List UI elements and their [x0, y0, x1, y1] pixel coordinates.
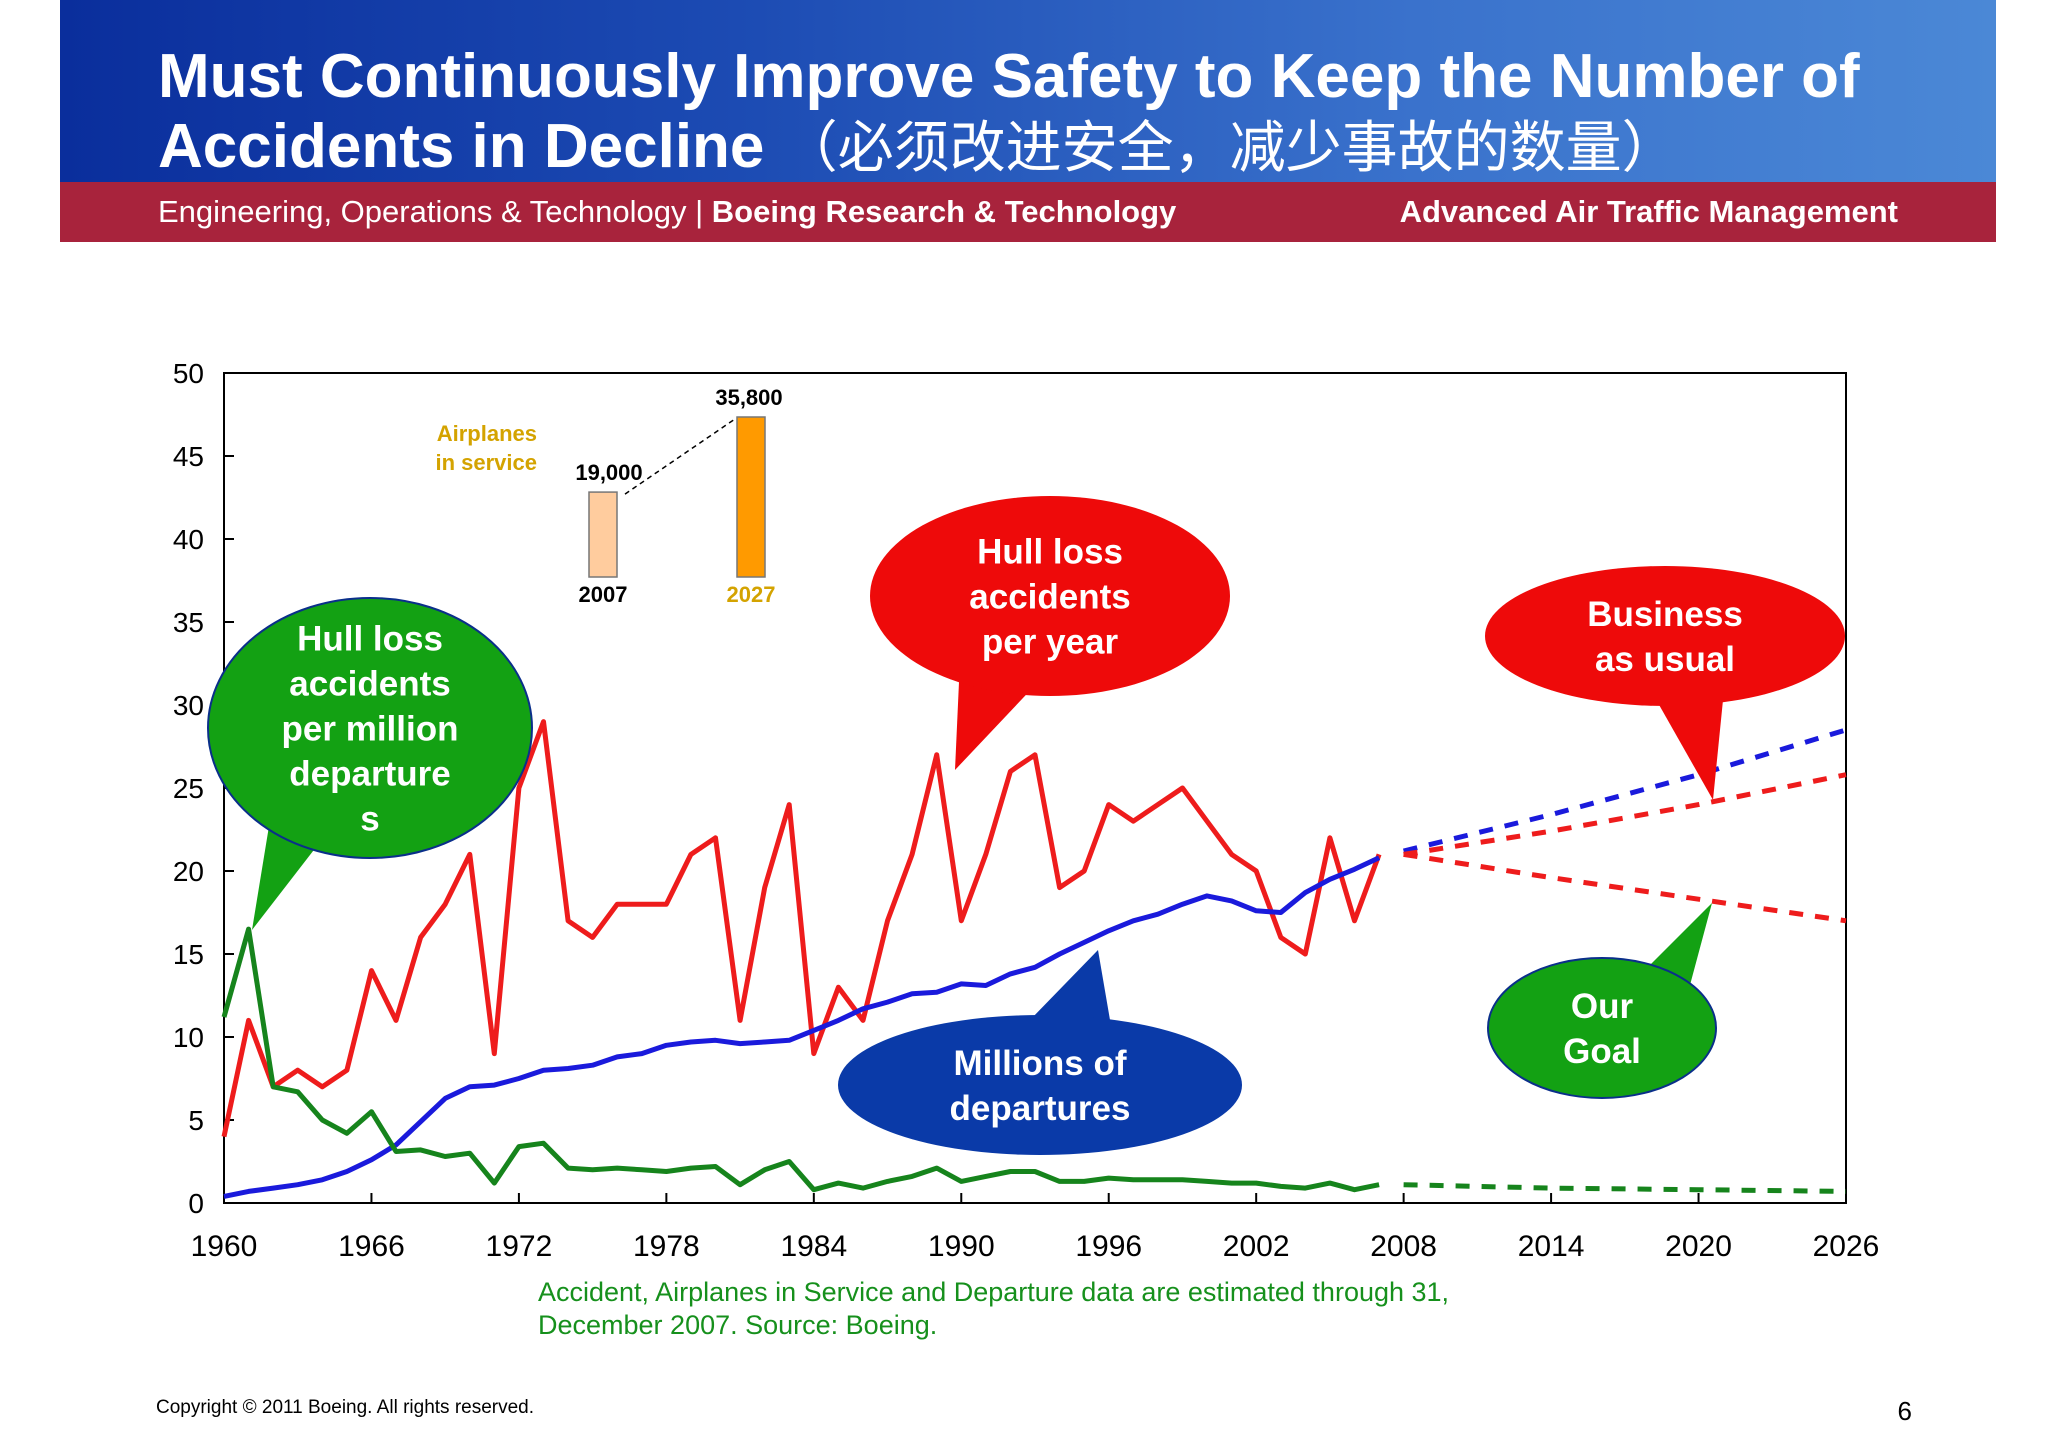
airplanes-year-label: 2027	[727, 582, 776, 607]
callout-text: s	[360, 799, 379, 838]
airplanes-label: in service	[435, 450, 537, 475]
callout-text: per million	[282, 709, 459, 748]
callout-text: accidents	[969, 577, 1130, 616]
callout-text: accidents	[289, 664, 450, 703]
series-line-hull_loss_per_million	[221, 926, 1380, 1193]
callout-tail	[1640, 903, 1712, 985]
y-tick-label: 10	[173, 1022, 204, 1053]
airplanes-bar-2027	[736, 416, 766, 578]
callout-text: departure	[289, 754, 450, 793]
title-chinese: （必须改进安全，减少事故的数量）	[781, 116, 1678, 181]
y-tick-label: 5	[188, 1105, 204, 1136]
callout-departures: Millions of departures	[838, 950, 1242, 1155]
y-tick-label: 50	[173, 358, 204, 389]
x-tick-label: 1978	[633, 1230, 700, 1263]
callout-bubble	[838, 1015, 1242, 1155]
callout-hull_loss_per_year: Hull loss accidents per year	[870, 496, 1230, 770]
x-tick-label: 2026	[1813, 1230, 1880, 1263]
x-tick-label: 1966	[338, 1230, 405, 1263]
callout-text: Hull loss	[977, 532, 1123, 571]
callout-bubble	[1485, 566, 1845, 706]
callout-text: departures	[950, 1089, 1131, 1128]
callout-text: as usual	[1595, 640, 1735, 679]
y-tick-label: 0	[188, 1188, 204, 1219]
y-tick-label: 30	[173, 690, 204, 721]
airplanes-inset: Airplanes in service 2007 19,000 2027 35,800	[435, 385, 782, 607]
airplanes-label: Airplanes	[437, 421, 537, 446]
series-line-departures	[223, 855, 1381, 1199]
y-tick-label: 35	[173, 607, 204, 638]
x-tick-label: 1984	[780, 1230, 847, 1263]
airplanes-value-label: 35,800	[715, 385, 782, 410]
x-tick-label: 1960	[191, 1230, 258, 1263]
y-tick-label: 15	[173, 939, 204, 970]
callout-text: Millions of	[953, 1044, 1126, 1083]
projection-line-departures_projection	[1402, 727, 1847, 854]
callout-text: Business	[1587, 595, 1743, 634]
callout-text: Goal	[1563, 1032, 1641, 1071]
airplanes-growth-line	[624, 418, 736, 495]
projection-line-per_million_projection	[1403, 1182, 1847, 1194]
y-tick-label: 45	[173, 441, 204, 472]
page-number: 6	[1897, 1396, 1912, 1426]
subtitle-left-text: Engineering, Operations & Technology |	[158, 194, 712, 229]
callout-tail	[252, 820, 320, 930]
callout-our_goal: Our Goal	[1487, 903, 1717, 1099]
callout-bubble	[1487, 957, 1717, 1099]
x-tick-label: 2020	[1665, 1230, 1732, 1263]
projection-line-business_as_usual	[1403, 772, 1847, 857]
title-band	[60, 0, 1996, 182]
copyright: Copyright © 2011 Boeing. All rights rese…	[156, 1397, 535, 1418]
callout-bubble	[207, 597, 533, 859]
x-tick-label: 2014	[1518, 1230, 1585, 1263]
subtitle-band	[60, 182, 1996, 242]
footnote: Accident, Airplanes in Service and Depar…	[538, 1277, 1450, 1340]
x-tick-label: 1972	[486, 1230, 553, 1263]
callout-tail	[1030, 950, 1110, 1020]
x-tick-label: 1996	[1075, 1230, 1142, 1263]
airplanes-year-label: 2007	[579, 582, 628, 607]
y-tick-label: 20	[173, 856, 204, 887]
subtitle-right: Advanced Air Traffic Management	[1399, 194, 1898, 229]
callout-hull_loss_per_million: Hull loss accidents per million departure s	[207, 597, 533, 930]
y-tick-label: 25	[173, 773, 204, 804]
airplanes-bar-2007	[588, 491, 618, 578]
subtitle-left-bold: Boeing Research & Technology	[711, 194, 1177, 229]
callout-text: per year	[982, 622, 1119, 661]
page-title: Must Continuously Improve Safety to Keep…	[158, 42, 1978, 184]
x-tick-label: 2002	[1223, 1230, 1290, 1263]
y-tick-label: 40	[173, 524, 204, 555]
airplanes-value-label: 19,000	[575, 460, 642, 485]
callout-business_as_usual: Business as usual	[1485, 566, 1845, 800]
callout-text: Hull loss	[297, 619, 443, 658]
callout-tail	[1645, 680, 1725, 800]
projection-line-our_goal	[1403, 851, 1847, 924]
x-tick-label: 2008	[1370, 1230, 1437, 1263]
series-line-hull_loss_per_year	[221, 719, 1382, 1138]
title-english: Must Continuously Improve Safety to Keep…	[158, 42, 1860, 181]
x-tick-label: 1990	[928, 1230, 995, 1263]
subtitle-left: Engineering, Operations & Technology | B…	[158, 193, 1176, 231]
callout-text: Our	[1571, 987, 1634, 1026]
callout-bubble	[870, 496, 1230, 696]
